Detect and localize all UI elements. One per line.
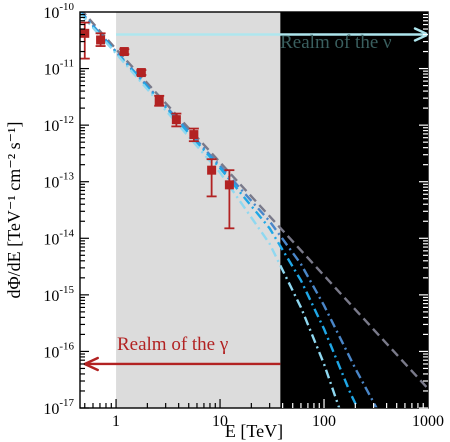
shaded-regions xyxy=(116,12,428,408)
marker xyxy=(119,47,129,57)
marker xyxy=(96,35,106,45)
plot-border xyxy=(79,11,429,409)
x-tick-label: 10 xyxy=(212,413,228,430)
black-band xyxy=(280,12,428,408)
gray-band xyxy=(116,12,281,408)
y-tick-label: 10-17 xyxy=(43,397,74,418)
marker xyxy=(224,180,234,190)
x-tick-label: 1000 xyxy=(412,413,444,430)
realm-annotation-1: Realm of the ν xyxy=(116,27,430,53)
marker xyxy=(207,165,217,175)
data-point-2 xyxy=(95,32,106,47)
y-tick-label: 10-10 xyxy=(43,1,74,22)
data-point-1 xyxy=(79,21,90,60)
data-point-3 xyxy=(119,47,130,57)
data-point-9 xyxy=(224,169,235,230)
realm-annotation-2: Realm of the γ xyxy=(83,334,281,372)
x-axis-label: E [TeV] xyxy=(225,421,283,441)
data-point-8 xyxy=(206,158,217,198)
realm-label: Realm of the γ xyxy=(117,334,228,355)
marker xyxy=(189,130,199,140)
x-tick-label: 1 xyxy=(112,413,120,430)
marker xyxy=(80,28,90,38)
data-point-6 xyxy=(171,112,182,128)
realm-arrow-head xyxy=(83,356,99,372)
y-tick-label: 10-12 xyxy=(43,114,74,135)
data-point-5 xyxy=(154,94,165,107)
data-point-7 xyxy=(188,127,199,143)
realm-label: Realm of the ν xyxy=(280,32,392,53)
x-axis-ticks: 1 10 100 1000 xyxy=(84,399,444,430)
data-points xyxy=(79,21,235,230)
y-axis-ticks: 10-10 10-11 10-12 10-13 10-14 10-15 10-16 10-17 xyxy=(43,1,428,418)
model-curve-4 xyxy=(80,12,341,408)
marker xyxy=(136,68,146,78)
model-curve-3 xyxy=(80,12,359,408)
realm-annotations: Realm of the ν Realm of the γ xyxy=(83,27,430,372)
marker xyxy=(171,115,181,125)
x-tick-label: 100 xyxy=(312,413,336,430)
y-tick-label: 10-14 xyxy=(43,227,74,248)
plot-frame xyxy=(79,11,429,409)
realm-arrow-head xyxy=(413,27,430,42)
y-tick-label: 10-11 xyxy=(44,58,74,79)
y-axis-label: dΦ/dE [TeV⁻¹ cm⁻² s⁻¹] xyxy=(4,121,24,298)
marker xyxy=(154,96,164,106)
y-tick-label: 10-15 xyxy=(43,284,74,305)
data-point-4 xyxy=(136,68,147,78)
y-tick-label: 10-16 xyxy=(43,340,74,361)
y-tick-label: 10-13 xyxy=(43,171,74,192)
